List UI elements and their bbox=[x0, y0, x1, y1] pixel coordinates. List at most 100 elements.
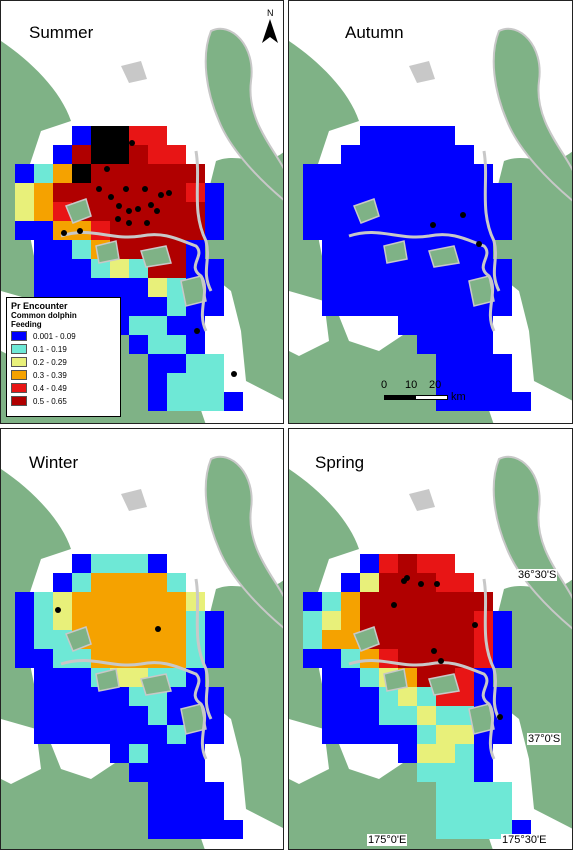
grid-cell bbox=[360, 611, 379, 630]
grid-cell bbox=[360, 259, 379, 278]
grid-cell bbox=[398, 630, 417, 649]
grid-cell bbox=[436, 126, 455, 145]
legend-class-3: 0.3 - 0.39 bbox=[11, 369, 116, 381]
grid-cell bbox=[186, 782, 205, 801]
grid-cell bbox=[398, 316, 417, 335]
legend-swatch bbox=[11, 344, 27, 354]
grid-cell bbox=[379, 573, 398, 592]
grid-cell bbox=[322, 221, 341, 240]
map-canvas-spring bbox=[289, 456, 572, 849]
grid-cell bbox=[110, 744, 129, 763]
season-label-winter: Winter bbox=[29, 453, 79, 472]
scale-tick-10: 10 bbox=[405, 379, 418, 391]
grid-cell bbox=[360, 649, 379, 668]
grid-cell bbox=[341, 687, 360, 706]
grid-cell bbox=[398, 744, 417, 763]
grid-cell bbox=[148, 763, 167, 782]
grid-cell bbox=[493, 782, 512, 801]
grid-cell bbox=[53, 278, 72, 297]
legend-class-2: 0.2 - 0.29 bbox=[11, 356, 116, 368]
grid-cell bbox=[167, 297, 186, 316]
grid-cell bbox=[341, 649, 360, 668]
grid-cell bbox=[72, 592, 91, 611]
grid-cell bbox=[436, 763, 455, 782]
grid-cell bbox=[417, 763, 436, 782]
coastline bbox=[194, 578, 213, 720]
grid-cell bbox=[205, 202, 224, 221]
legend-class-0: 0.001 - 0.09 bbox=[11, 330, 116, 342]
grid-cell bbox=[417, 687, 436, 706]
season-label-autumn: Autumn bbox=[345, 23, 404, 42]
grid-cell bbox=[360, 221, 379, 240]
grid-cell bbox=[436, 611, 455, 630]
grid-cell bbox=[186, 202, 205, 221]
grid-cell bbox=[379, 706, 398, 725]
grid-cell bbox=[436, 373, 455, 392]
grid-cell bbox=[186, 316, 205, 335]
grid-cell bbox=[398, 278, 417, 297]
grid-cell bbox=[129, 316, 148, 335]
scale-bar-graphic bbox=[384, 395, 448, 400]
grid-cell bbox=[493, 373, 512, 392]
grid-cell bbox=[379, 592, 398, 611]
grid-cell bbox=[53, 183, 72, 202]
grid-cell bbox=[167, 820, 186, 839]
grid-cell bbox=[417, 145, 436, 164]
grid-cell bbox=[398, 202, 417, 221]
grid-cell bbox=[72, 687, 91, 706]
grid-cell bbox=[205, 801, 224, 820]
longitude-label-west: 175°0'E bbox=[367, 834, 408, 846]
grid-cell bbox=[72, 706, 91, 725]
grid-cell bbox=[167, 592, 186, 611]
grid-cell bbox=[493, 202, 512, 221]
grid-cell bbox=[15, 164, 34, 183]
map-panel-autumn: Autumn 0 10 20 km bbox=[288, 0, 573, 424]
grid-cell bbox=[341, 725, 360, 744]
grid-cell bbox=[379, 297, 398, 316]
inlet-west bbox=[1, 719, 41, 784]
grid-cell bbox=[436, 221, 455, 240]
grid-cell bbox=[110, 202, 129, 221]
grid-cell bbox=[205, 782, 224, 801]
grid-cell bbox=[398, 554, 417, 573]
grid-cell bbox=[15, 592, 34, 611]
grid-cell bbox=[379, 145, 398, 164]
grid-cell bbox=[148, 316, 167, 335]
grid-cell bbox=[303, 164, 322, 183]
legend-title: Pr Encounter bbox=[11, 301, 68, 311]
legend-swatch bbox=[11, 370, 27, 380]
grid-cell bbox=[167, 221, 186, 240]
grid-cell bbox=[493, 354, 512, 373]
legend-class-1: 0.1 - 0.19 bbox=[11, 343, 116, 355]
grid-cell bbox=[110, 687, 129, 706]
island bbox=[65, 198, 92, 224]
grid-cell bbox=[436, 145, 455, 164]
grid-cell bbox=[167, 687, 186, 706]
grid-cell bbox=[322, 297, 341, 316]
grid-cell bbox=[224, 392, 243, 411]
grid-cell bbox=[360, 278, 379, 297]
grid-cell bbox=[205, 820, 224, 839]
island bbox=[140, 673, 172, 696]
grid-cell bbox=[455, 240, 474, 259]
grid-cell bbox=[91, 183, 110, 202]
grid-cell bbox=[34, 259, 53, 278]
grid-cell bbox=[493, 183, 512, 202]
sighting-point bbox=[123, 186, 129, 192]
grid-cell bbox=[474, 763, 493, 782]
grid-cell bbox=[129, 278, 148, 297]
grid-cell bbox=[34, 649, 53, 668]
season-label-summer: Summer bbox=[29, 23, 94, 42]
grid-cell bbox=[110, 145, 129, 164]
sighting-point bbox=[430, 222, 436, 228]
grid-cell bbox=[129, 725, 148, 744]
grid-cell bbox=[493, 687, 512, 706]
coastline bbox=[60, 231, 208, 332]
grid-cell bbox=[53, 725, 72, 744]
grid-cell bbox=[167, 573, 186, 592]
grid-cell bbox=[15, 630, 34, 649]
grid-cell bbox=[91, 221, 110, 240]
grid-cell bbox=[72, 668, 91, 687]
scale-unit: km bbox=[451, 391, 466, 403]
grid-cell bbox=[474, 744, 493, 763]
